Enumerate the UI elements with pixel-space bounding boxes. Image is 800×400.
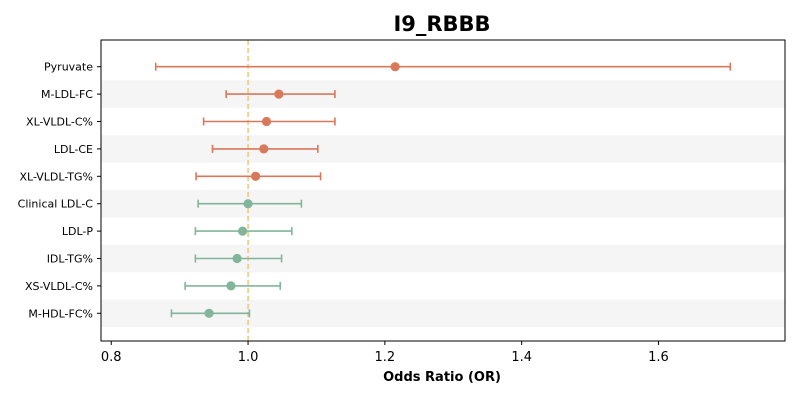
forest-row	[195, 171, 322, 181]
forest-row	[170, 308, 251, 318]
y-tick-label: M-HDL-FC%	[28, 307, 93, 320]
forest-row	[211, 144, 319, 154]
forest-row	[194, 226, 293, 236]
x-tick-label: 0.8	[101, 350, 122, 365]
x-tick-label: 1.0	[238, 350, 259, 365]
y-tick-label: XL-VLDL-C%	[26, 116, 93, 129]
y-tick-label: XS-VLDL-C%	[25, 280, 93, 293]
odds-ratio-point	[226, 281, 236, 291]
y-tick-label: XL-VLDL-TG%	[19, 170, 93, 183]
chart-title: I9_RBBB	[393, 12, 490, 36]
data-marks	[154, 62, 732, 318]
forest-row	[194, 253, 283, 264]
odds-ratio-point	[232, 253, 242, 264]
forest-row	[197, 199, 303, 209]
odds-ratio-point	[243, 199, 253, 209]
x-tick-label: 1.6	[648, 350, 669, 365]
plot-frame	[100, 39, 786, 342]
forest-row	[154, 62, 732, 72]
odds-ratio-point	[237, 226, 248, 236]
odds-ratio-point	[390, 62, 400, 72]
x-tick-label: 1.2	[375, 350, 396, 365]
y-tick-label: Clinical LDL-C	[18, 198, 94, 211]
forest-row	[225, 89, 336, 99]
forest-row	[184, 281, 282, 291]
odds-ratio-point	[204, 308, 214, 318]
y-tick-label: LDL-CE	[54, 143, 93, 156]
forest-row	[202, 116, 336, 127]
row-stripe	[101, 80, 785, 108]
y-tick-label: LDL-P	[62, 225, 94, 238]
odds-ratio-point	[259, 144, 269, 154]
y-tick-label: Pyruvate	[44, 61, 93, 74]
y-tick-label: M-LDL-FC	[41, 88, 93, 101]
x-axis-ticks: 0.8 1.0 1.2 1.4 1.6	[101, 341, 669, 365]
x-tick-label: 1.4	[511, 350, 532, 365]
odds-ratio-point	[261, 116, 272, 127]
odds-ratio-point	[274, 89, 284, 99]
x-axis-label: Odds Ratio (OR)	[383, 370, 501, 385]
odds-ratio-point	[250, 171, 261, 181]
y-tick-label: IDL-TG%	[47, 253, 93, 266]
y-axis-ticks: Pyruvate M-LDL-FC XL-VLDL-C% LDL-CE XL-VLDL-…	[18, 61, 101, 320]
row-stripe	[101, 135, 785, 163]
